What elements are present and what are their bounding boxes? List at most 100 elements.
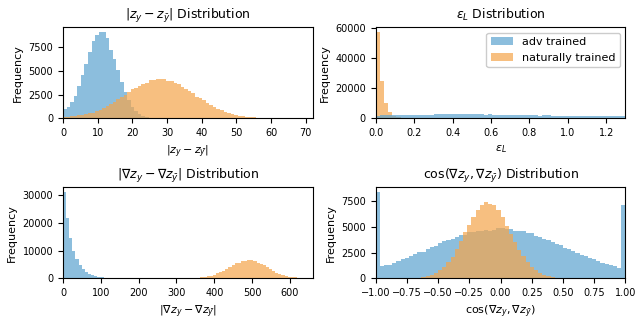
- Bar: [116, 70, 120, 118]
- Bar: [255, 117, 259, 118]
- Bar: [500, 228, 505, 278]
- Bar: [88, 113, 92, 118]
- Bar: [517, 231, 522, 278]
- Bar: [384, 115, 388, 118]
- Bar: [555, 115, 559, 118]
- Bar: [447, 240, 451, 278]
- Bar: [580, 116, 584, 118]
- Bar: [145, 117, 148, 118]
- Bar: [505, 229, 509, 278]
- Bar: [472, 114, 476, 118]
- Bar: [492, 230, 497, 278]
- Bar: [263, 266, 266, 278]
- Bar: [288, 277, 291, 278]
- Bar: [163, 79, 166, 118]
- Bar: [92, 112, 95, 118]
- Bar: [476, 231, 480, 278]
- Bar: [205, 103, 209, 118]
- Bar: [592, 259, 596, 278]
- Bar: [266, 267, 269, 278]
- Y-axis label: Frequency: Frequency: [7, 204, 17, 262]
- Bar: [509, 229, 513, 278]
- Bar: [95, 35, 99, 118]
- Bar: [67, 117, 70, 118]
- Bar: [480, 114, 484, 118]
- Y-axis label: Frequency: Frequency: [13, 44, 23, 102]
- Bar: [596, 116, 600, 118]
- X-axis label: $\epsilon_L$: $\epsilon_L$: [495, 144, 506, 155]
- Bar: [113, 102, 116, 118]
- Bar: [413, 254, 417, 278]
- Bar: [559, 116, 563, 118]
- Bar: [559, 245, 563, 278]
- Bar: [447, 114, 451, 118]
- Bar: [380, 81, 384, 118]
- Bar: [145, 83, 148, 118]
- Bar: [63, 117, 67, 118]
- Bar: [213, 275, 216, 278]
- Bar: [547, 240, 550, 278]
- Bar: [613, 116, 617, 118]
- Bar: [509, 115, 513, 118]
- Bar: [84, 63, 88, 118]
- Bar: [81, 115, 84, 118]
- Bar: [509, 234, 513, 278]
- Bar: [550, 116, 555, 118]
- Bar: [467, 232, 472, 278]
- Bar: [588, 258, 592, 278]
- Bar: [202, 100, 205, 118]
- Bar: [376, 32, 380, 118]
- Bar: [159, 79, 163, 118]
- Bar: [517, 115, 522, 118]
- Bar: [547, 115, 550, 118]
- Bar: [600, 116, 605, 118]
- Bar: [534, 115, 538, 118]
- Bar: [525, 233, 530, 278]
- Bar: [472, 217, 476, 278]
- Bar: [260, 264, 263, 278]
- Bar: [380, 267, 384, 278]
- Bar: [72, 250, 76, 278]
- Bar: [600, 263, 605, 278]
- Bar: [476, 114, 480, 118]
- Bar: [102, 108, 106, 118]
- Bar: [241, 116, 245, 118]
- Bar: [116, 99, 120, 118]
- Bar: [124, 93, 127, 118]
- Bar: [588, 116, 592, 118]
- Bar: [238, 263, 241, 278]
- Bar: [184, 89, 188, 118]
- Bar: [438, 270, 442, 278]
- Bar: [413, 115, 417, 118]
- Bar: [426, 249, 430, 278]
- Bar: [505, 115, 509, 118]
- Bar: [210, 276, 213, 278]
- Bar: [517, 250, 522, 278]
- Bar: [447, 262, 451, 278]
- Bar: [538, 115, 542, 118]
- Bar: [575, 253, 580, 278]
- Bar: [120, 82, 124, 118]
- Bar: [92, 41, 95, 118]
- Bar: [580, 255, 584, 278]
- Bar: [484, 114, 488, 118]
- Bar: [204, 277, 207, 278]
- Bar: [430, 275, 434, 278]
- Bar: [70, 102, 74, 118]
- Bar: [127, 92, 131, 118]
- Bar: [238, 115, 241, 118]
- Bar: [442, 241, 447, 278]
- Bar: [467, 114, 472, 118]
- Bar: [550, 242, 555, 278]
- Bar: [252, 117, 255, 118]
- Bar: [409, 256, 413, 278]
- Bar: [82, 269, 85, 278]
- Bar: [401, 115, 405, 118]
- Bar: [500, 115, 505, 118]
- Bar: [156, 79, 159, 118]
- Bar: [442, 114, 447, 118]
- Bar: [384, 103, 388, 118]
- Bar: [430, 114, 434, 118]
- Bar: [538, 237, 542, 278]
- Bar: [109, 50, 113, 118]
